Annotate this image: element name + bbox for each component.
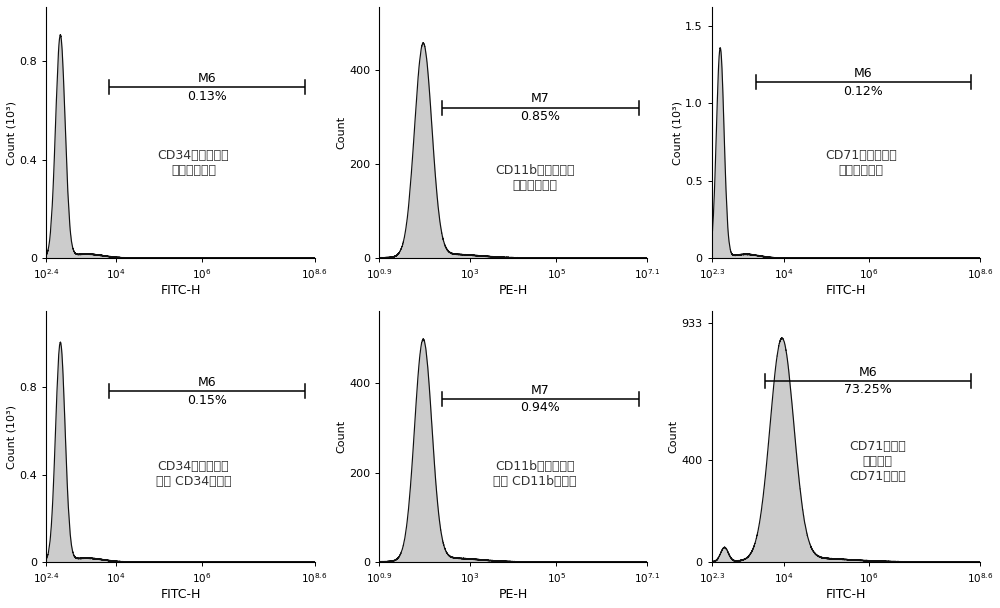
Text: M6: M6 bbox=[854, 67, 873, 80]
Y-axis label: Count: Count bbox=[336, 420, 346, 453]
Text: CD11b：阴性对照
（不加抗体）: CD11b：阴性对照 （不加抗体） bbox=[495, 164, 575, 192]
Text: CD11b：阳性（加
抗人 CD11b抗体）: CD11b：阳性（加 抗人 CD11b抗体） bbox=[493, 460, 577, 488]
Text: CD71：阴性对照
（不加抗体）: CD71：阴性对照 （不加抗体） bbox=[825, 149, 897, 177]
Text: M6: M6 bbox=[198, 376, 216, 389]
X-axis label: FITC-H: FITC-H bbox=[160, 284, 201, 297]
Y-axis label: Count: Count bbox=[336, 116, 346, 149]
Text: 0.12%: 0.12% bbox=[844, 85, 883, 97]
X-axis label: PE-H: PE-H bbox=[499, 588, 528, 601]
Text: 0.85%: 0.85% bbox=[520, 109, 560, 123]
Text: 0.94%: 0.94% bbox=[520, 401, 560, 414]
Text: 0.13%: 0.13% bbox=[187, 89, 227, 103]
X-axis label: FITC-H: FITC-H bbox=[160, 588, 201, 601]
X-axis label: PE-H: PE-H bbox=[499, 284, 528, 297]
Text: 73.25%: 73.25% bbox=[844, 384, 892, 396]
Y-axis label: Count: Count bbox=[669, 420, 679, 453]
Text: CD34：阴性对照
（不加抗体）: CD34：阴性对照 （不加抗体） bbox=[158, 149, 229, 177]
X-axis label: FITC-H: FITC-H bbox=[826, 588, 866, 601]
Text: M6: M6 bbox=[198, 72, 216, 85]
Text: M6: M6 bbox=[858, 366, 877, 379]
Text: M7: M7 bbox=[531, 92, 550, 105]
X-axis label: FITC-H: FITC-H bbox=[826, 284, 866, 297]
Y-axis label: Count (10³): Count (10³) bbox=[7, 101, 17, 165]
Y-axis label: Count (10³): Count (10³) bbox=[672, 101, 682, 165]
Text: CD34：阳性（加
抗人 CD34抗体）: CD34：阳性（加 抗人 CD34抗体） bbox=[156, 460, 231, 488]
Y-axis label: Count (10³): Count (10³) bbox=[7, 405, 17, 469]
Text: M7: M7 bbox=[531, 384, 550, 397]
Text: CD71：阳性
（加抗人
CD71抗体）: CD71：阳性 （加抗人 CD71抗体） bbox=[849, 440, 906, 483]
Text: 0.15%: 0.15% bbox=[187, 393, 227, 407]
